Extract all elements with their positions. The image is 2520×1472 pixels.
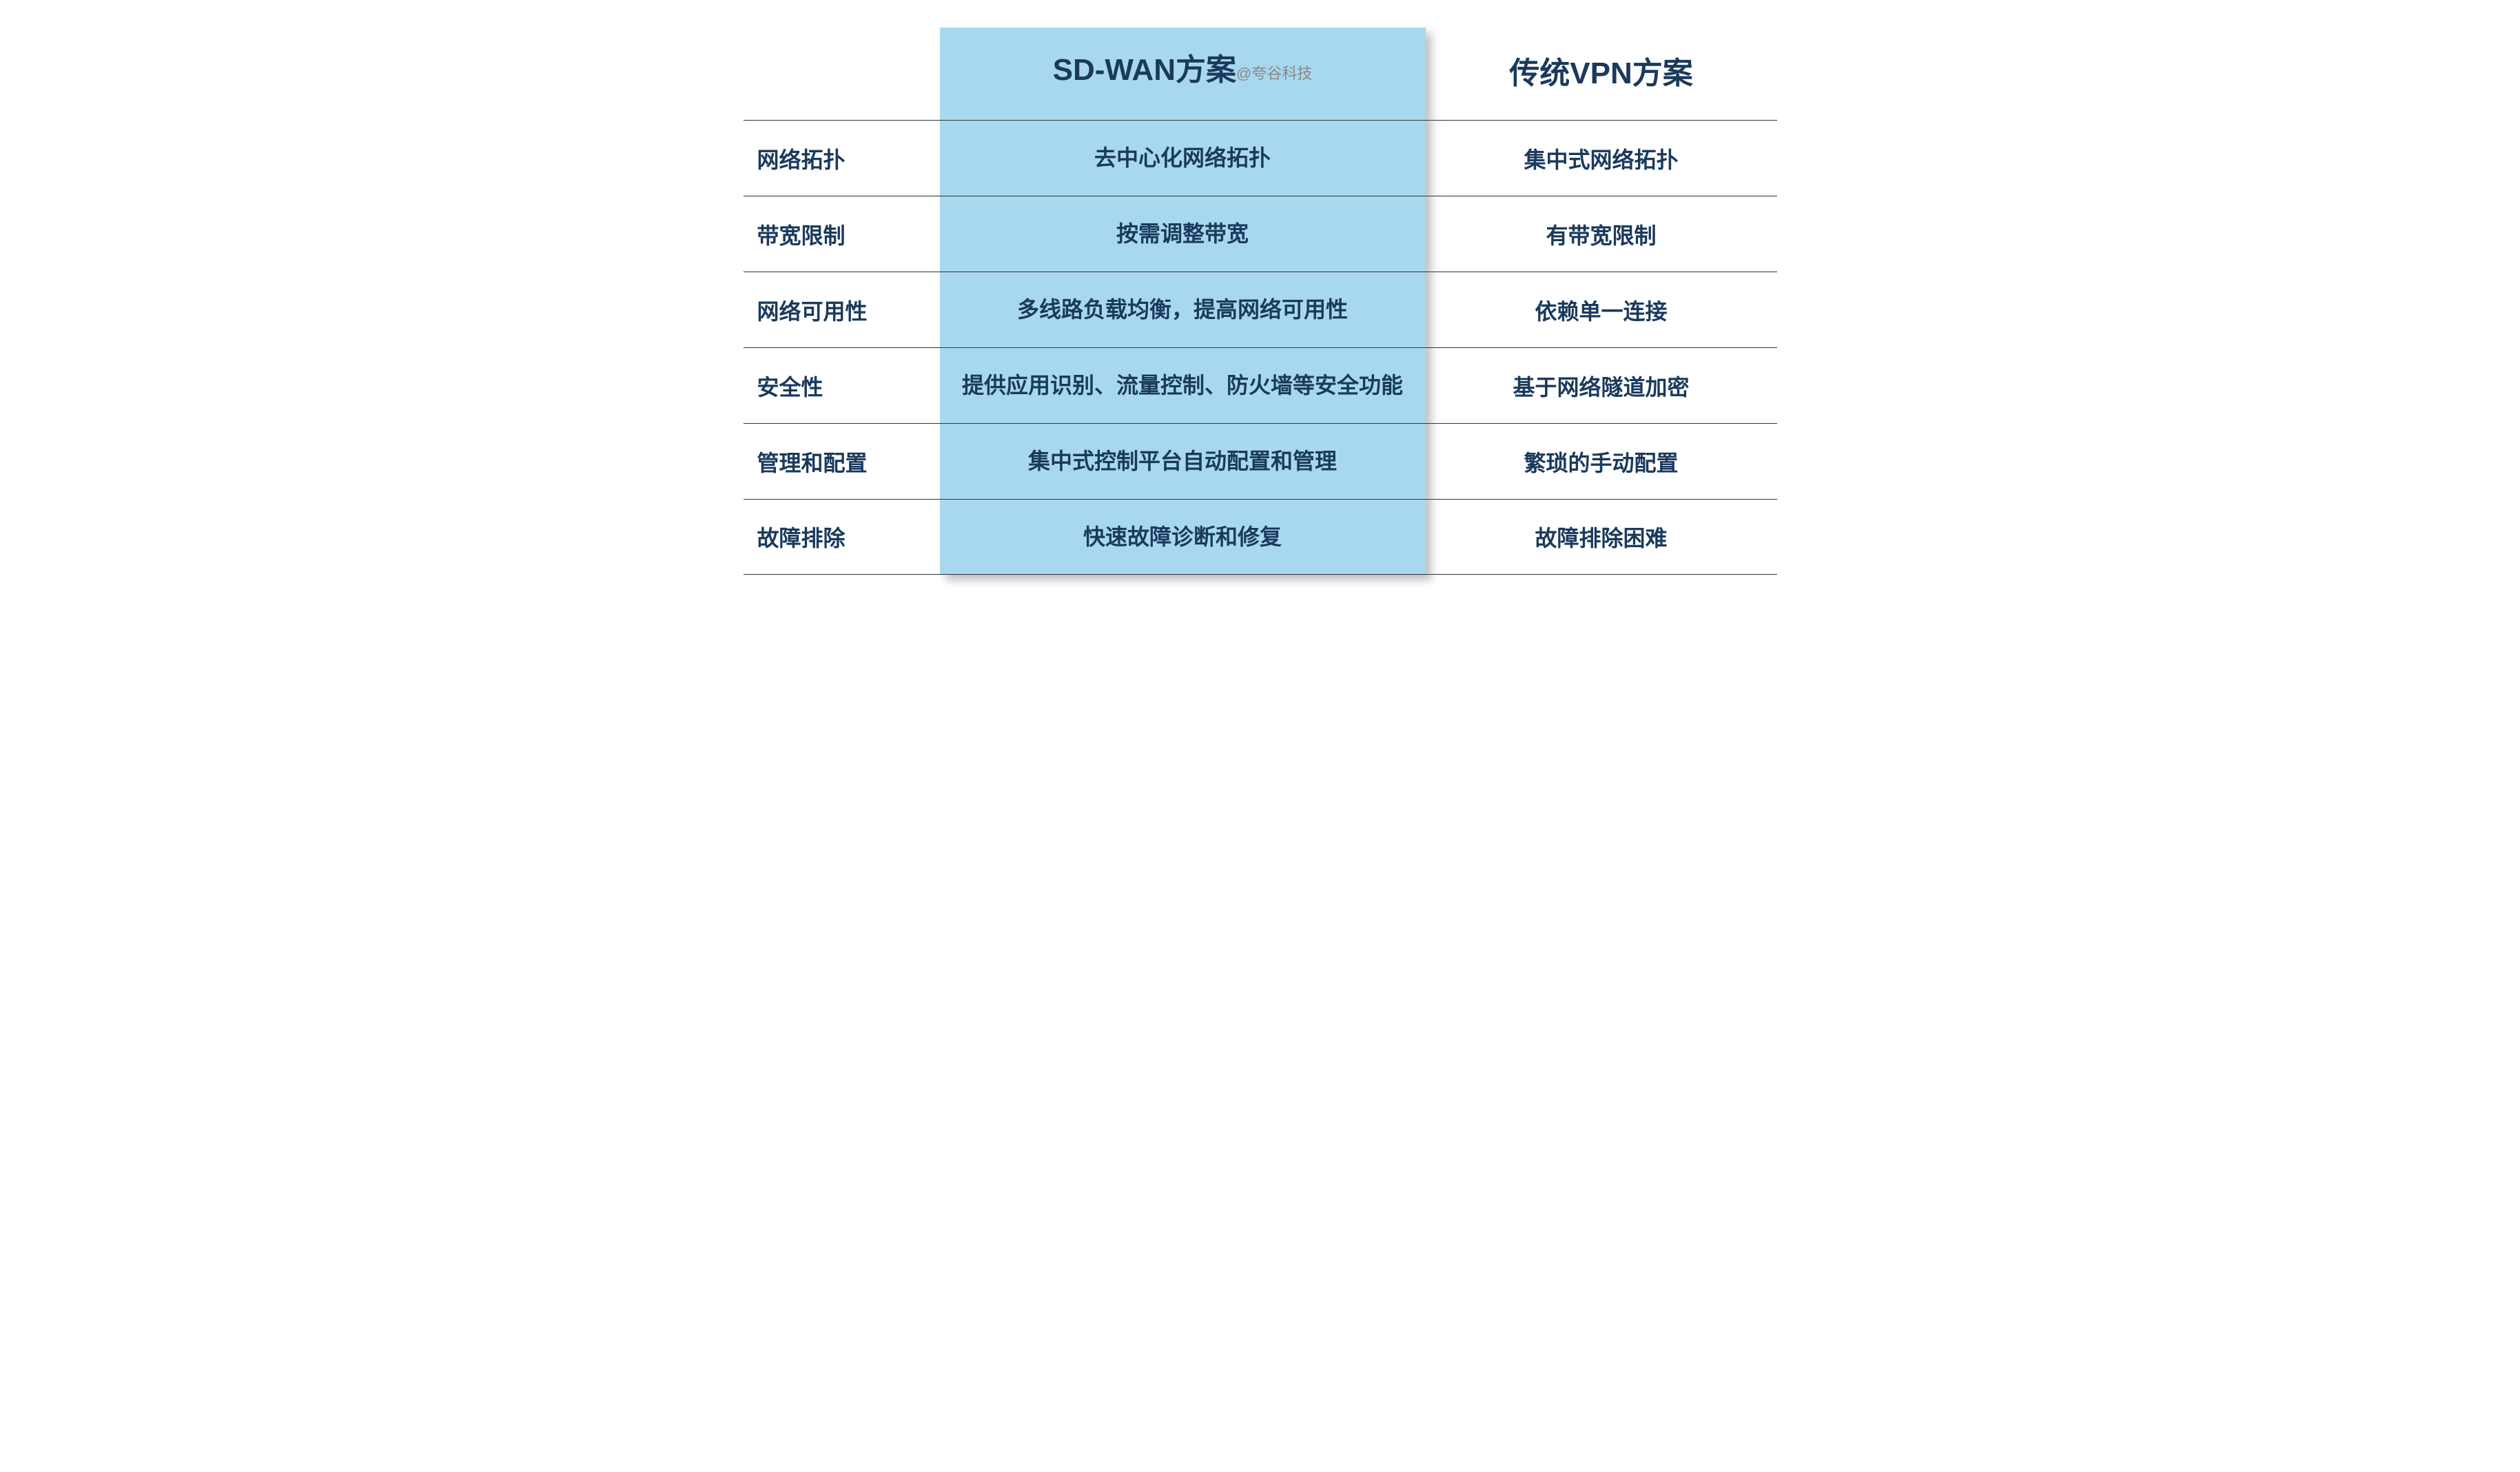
table-row: 带宽限制 按需调整带宽 有带宽限制 — [744, 196, 1777, 272]
row-label: 带宽限制 — [744, 218, 940, 250]
row-sdwan-value: 按需调整带宽 — [940, 218, 1426, 249]
row-sdwan-value: 提供应用识别、流量控制、防火墙等安全功能 — [940, 370, 1426, 401]
table-row: 安全性 提供应用识别、流量控制、防火墙等安全功能 基于网络隧道加密 — [744, 347, 1777, 423]
header-vpn-cell: 传统VPN方案 — [1426, 48, 1777, 92]
table-row: 网络可用性 多线路负载均衡，提高网络可用性 依赖单一连接 — [744, 272, 1777, 347]
table-row: 网络拓扑 去中心化网络拓扑 集中式网络拓扑 — [744, 120, 1777, 196]
header-sdwan-text: SD-WAN方案 — [1053, 53, 1236, 87]
row-vpn-value: 基于网络隧道加密 — [1426, 370, 1777, 402]
row-label: 网络可用性 — [744, 294, 940, 326]
row-vpn-value: 依赖单一连接 — [1426, 294, 1777, 326]
header-sdwan-cell: SD-WAN方案@夸谷科技 — [940, 49, 1426, 92]
row-vpn-value: 集中式网络拓扑 — [1426, 143, 1777, 174]
comparison-table: SD-WAN方案@夸谷科技 传统VPN方案 网络拓扑 去中心化网络拓扑 集中式网… — [744, 28, 1777, 575]
row-sdwan-value: 多线路负载均衡，提高网络可用性 — [940, 294, 1426, 325]
row-label: 网络拓扑 — [744, 143, 940, 174]
row-label: 故障排除 — [744, 521, 940, 553]
row-label: 管理和配置 — [744, 446, 940, 478]
table-row: 管理和配置 集中式控制平台自动配置和管理 繁琐的手动配置 — [744, 423, 1777, 499]
header-vpn-text: 传统VPN方案 — [1509, 57, 1692, 90]
header-watermark: @夸谷科技 — [1236, 65, 1312, 82]
row-sdwan-value: 去中心化网络拓扑 — [940, 143, 1426, 174]
row-label: 安全性 — [744, 370, 940, 402]
row-vpn-value: 有带宽限制 — [1426, 218, 1777, 250]
row-vpn-value: 故障排除困难 — [1426, 521, 1777, 553]
row-sdwan-value: 集中式控制平台自动配置和管理 — [940, 446, 1426, 477]
table-row: 故障排除 快速故障诊断和修复 故障排除困难 — [744, 499, 1777, 575]
table-header-row: SD-WAN方案@夸谷科技 传统VPN方案 — [744, 28, 1777, 120]
table-content: SD-WAN方案@夸谷科技 传统VPN方案 网络拓扑 去中心化网络拓扑 集中式网… — [744, 28, 1777, 575]
row-vpn-value: 繁琐的手动配置 — [1426, 446, 1777, 478]
row-sdwan-value: 快速故障诊断和修复 — [940, 522, 1426, 553]
